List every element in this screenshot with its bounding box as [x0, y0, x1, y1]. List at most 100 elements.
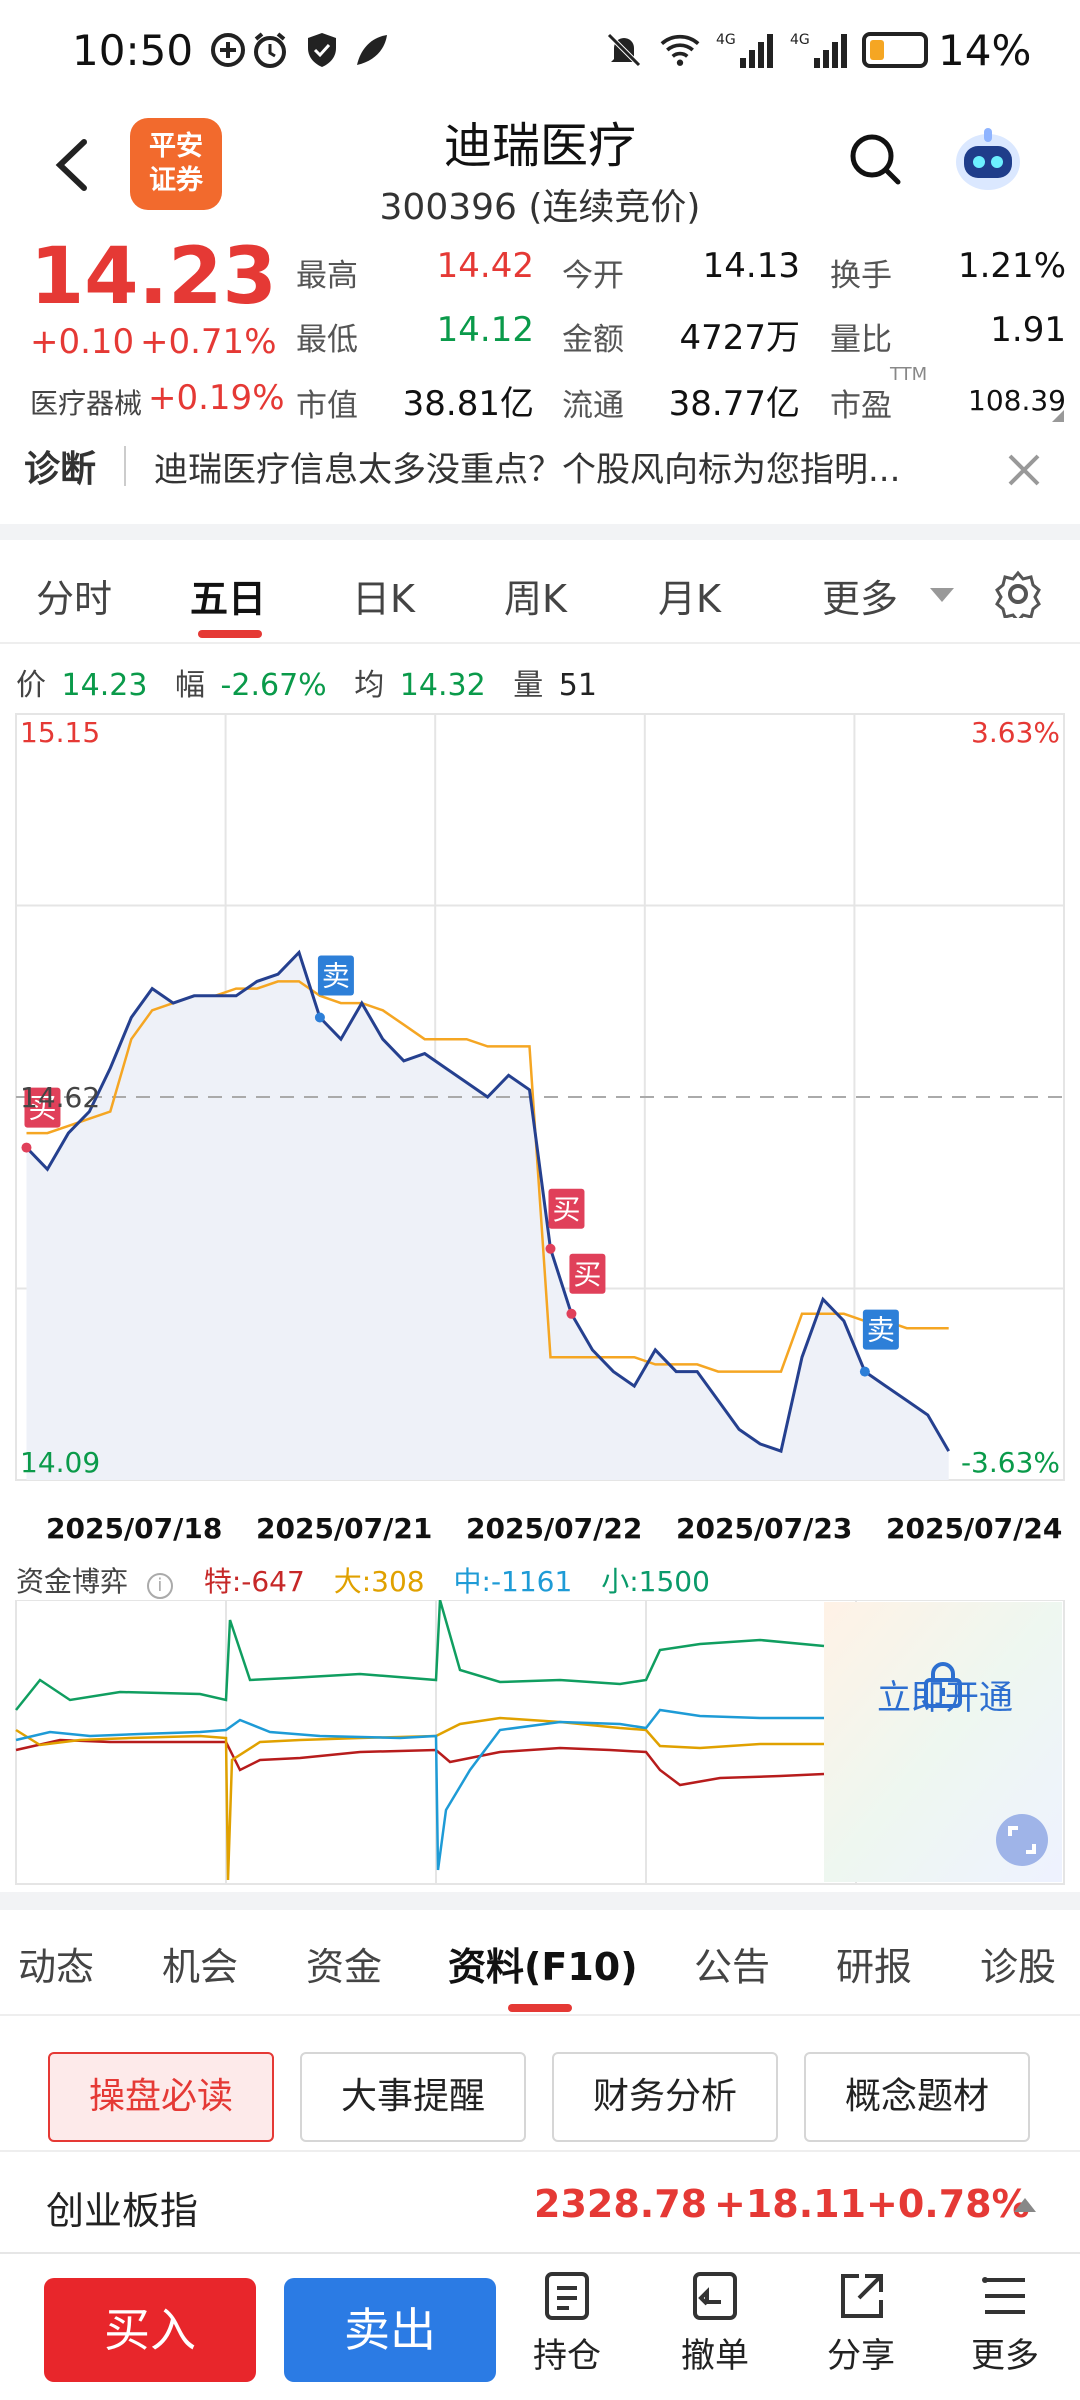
tab-news[interactable]: 动态 [18, 1945, 95, 1989]
tab-diagnosis[interactable]: 诊股 [980, 1945, 1057, 1989]
robot-assistant-icon[interactable] [950, 122, 1026, 198]
float-cap-value: 38.77亿 [668, 384, 800, 424]
date-label: 2025/07/21 [256, 1512, 433, 1545]
tab-five-day[interactable]: 五日 [190, 577, 267, 621]
battery-percent: 14% [938, 26, 1032, 75]
tab-research[interactable]: 研报 [836, 1945, 913, 1989]
flow-line-medium [15, 1708, 824, 1871]
expand-icon[interactable] [996, 1814, 1048, 1866]
capital-flow-title: 资金博弈 [16, 1565, 129, 1598]
positions-button[interactable]: 持仓 [512, 2270, 622, 2377]
marker-dot [21, 1142, 32, 1153]
chevron-down-icon[interactable] [930, 588, 954, 602]
diagnosis-text[interactable]: 迪瑞医疗信息太多没重点？个股风向标为您指明... [154, 450, 901, 490]
expand-corner-icon[interactable] [1052, 410, 1064, 422]
avg-label: 均 [354, 668, 385, 703]
capital-flow-chart[interactable] [0, 1600, 1080, 1890]
unlock-button[interactable]: 立即开通 [877, 1678, 1013, 1718]
bottom-divider [0, 2252, 1080, 2254]
sell-marker: 卖 [859, 1309, 899, 1377]
stock-name: 迪瑞医疗 [443, 118, 636, 174]
cancel-order-button[interactable]: 撤单 [660, 2270, 770, 2377]
tab-more[interactable]: 更多 [822, 577, 899, 621]
sell-marker: 卖 [314, 955, 354, 1023]
section-divider [0, 1892, 1080, 1910]
info-icon[interactable]: i [146, 1573, 173, 1599]
price-change-percent: +0.71% [140, 322, 277, 362]
tab-intraday[interactable]: 分时 [36, 577, 113, 621]
sell-button[interactable]: 卖出 [284, 2278, 496, 2382]
tab-daily-k[interactable]: 日K [352, 577, 415, 621]
header: 平安 证券 迪瑞医疗 300396 (连续竞价) [0, 100, 1080, 230]
date-label: 2025/07/22 [466, 1512, 643, 1545]
close-icon[interactable] [1006, 452, 1042, 488]
y-max-label: 15.15 [20, 716, 100, 749]
marker-label: 买 [28, 1092, 56, 1125]
volume-value: 51 [558, 668, 597, 703]
marker-box [24, 1087, 61, 1128]
tab-opportunity[interactable]: 机会 [162, 1945, 239, 1989]
price-change: +0.10 [30, 322, 135, 362]
more-button[interactable]: 更多 [950, 2270, 1060, 2377]
price-line [25, 949, 950, 1454]
tab-monthly-k[interactable]: 月K [658, 577, 721, 621]
search-icon[interactable] [848, 132, 904, 188]
buy-button[interactable]: 买入 [44, 2278, 256, 2382]
major-events-button[interactable]: 大事提醒 [300, 2052, 526, 2142]
signal-icon-2: 4G [790, 30, 854, 70]
pct-max-label: 3.63% [971, 716, 1060, 749]
marker-box [569, 1253, 606, 1294]
diagnosis-bar[interactable]: 诊断 迪瑞医疗信息太多没重点？个股风向标为您指明... [0, 430, 1080, 510]
price-label: 价 [16, 668, 46, 703]
menu-icon [982, 2277, 1025, 2314]
logo-text-line-1: 平安 [149, 131, 203, 162]
flow-item-super: 特:-647 [203, 1565, 305, 1598]
marker-dot [314, 1012, 325, 1023]
high-label: 最高 [296, 258, 358, 294]
index-change: +18.11 [714, 2182, 867, 2226]
leaf-icon [352, 30, 392, 70]
marker-label: 卖 [322, 960, 350, 993]
marker-dot [566, 1308, 577, 1319]
market-cap-label: 市值 [296, 388, 358, 424]
active-tab-indicator [198, 630, 262, 638]
flow-item-medium: 中:-1161 [453, 1565, 573, 1598]
active-tab-indicator [508, 2004, 572, 2012]
broker-logo: 平安 证券 [130, 118, 222, 210]
gear-icon[interactable] [994, 570, 1042, 624]
tab-weekly-k[interactable]: 周K [504, 577, 567, 621]
financial-analysis-button[interactable]: 财务分析 [552, 2052, 778, 2142]
concept-themes-button[interactable]: 概念题材 [804, 2052, 1030, 2142]
range-value: -2.67% [220, 668, 327, 703]
index-ticker-bar[interactable]: 创业板指 2328.78 +18.11 +0.78% [0, 2156, 1080, 2252]
quote-panel: 14.23 +0.10 +0.71% 医疗器械 +0.19% 最高 14.42 … [0, 232, 1080, 428]
marker-dot [859, 1366, 870, 1377]
tab-announcement[interactable]: 公告 [694, 1945, 771, 1989]
share-button[interactable]: 分享 [806, 2270, 916, 2377]
tab-capital[interactable]: 资金 [306, 1945, 383, 1989]
period-tabs: 分时 五日 日K 周K 月K 更多 [0, 550, 1080, 640]
turnover-label: 换手 [830, 258, 892, 294]
svg-text:4G: 4G [790, 32, 810, 48]
amount-label: 金额 [562, 322, 624, 358]
tabs-divider [0, 642, 1080, 644]
undo-icon [693, 2272, 737, 2320]
tab-f10[interactable]: 资料(F10) [448, 1945, 638, 1989]
index-value: 2328.78 [534, 2182, 708, 2226]
bottom-action-bar: 买入 卖出 持仓 撤单 分享 更多 [0, 2254, 1080, 2400]
pe-value: 108.39 [968, 384, 1066, 417]
open-label: 今开 [562, 258, 624, 294]
back-arrow-icon[interactable] [46, 130, 96, 200]
tabs-divider [0, 2014, 1080, 2016]
chevron-up-icon[interactable] [1014, 2198, 1036, 2212]
marker-label: 卖 [867, 1314, 895, 1347]
sector-name[interactable]: 医疗器械 [30, 387, 143, 420]
stock-code: 300396 (连续竞价) [379, 187, 701, 228]
trading-must-read-button[interactable]: 操盘必读 [48, 2052, 274, 2142]
volume-ratio-value: 1.91 [990, 310, 1066, 350]
price-value: 14.23 [61, 668, 148, 703]
avg-value: 14.32 [399, 668, 486, 703]
mute-bell-icon [604, 30, 644, 70]
